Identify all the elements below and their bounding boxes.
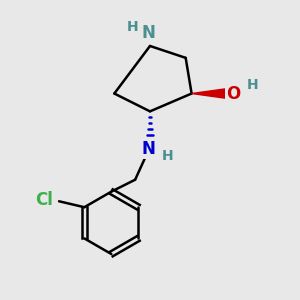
Polygon shape: [192, 88, 230, 99]
Text: H: H: [247, 78, 258, 92]
Text: N: N: [142, 25, 155, 43]
Text: O: O: [226, 85, 240, 103]
Text: H: H: [162, 149, 174, 163]
Text: Cl: Cl: [35, 191, 53, 209]
Text: H: H: [126, 20, 138, 34]
Text: N: N: [142, 140, 155, 158]
